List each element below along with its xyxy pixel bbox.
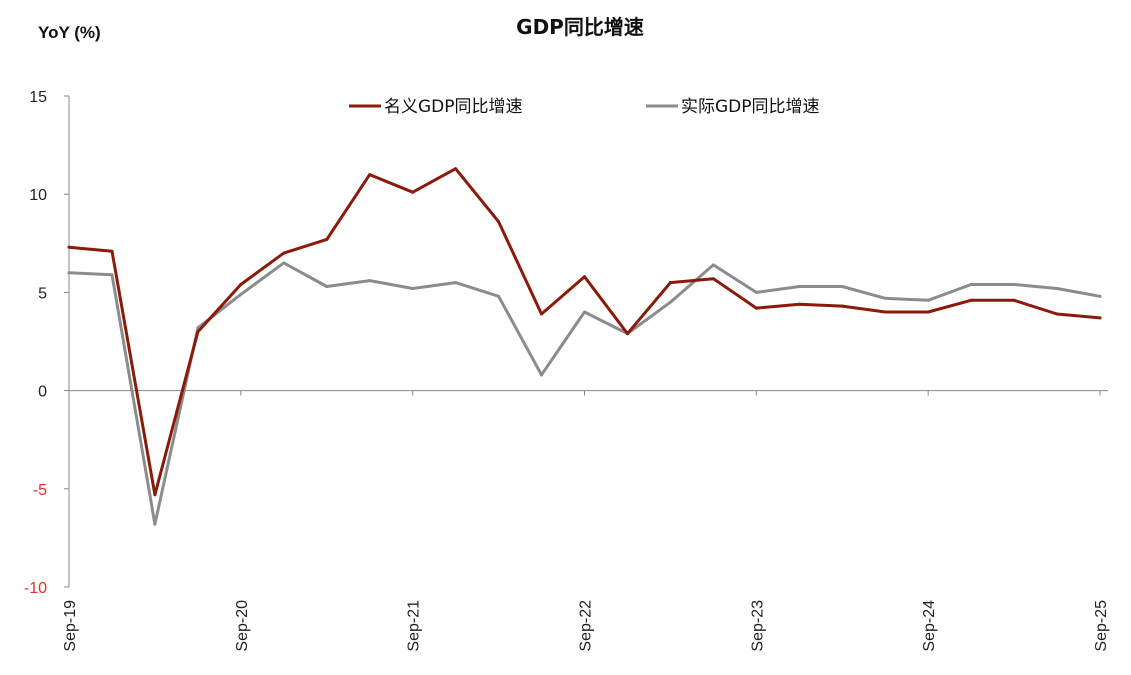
data-point — [67, 271, 71, 275]
series-line-nominal-gdp — [67, 167, 1102, 497]
data-point — [239, 283, 243, 286]
x-tick-label: Sep-21 — [406, 600, 423, 652]
data-point — [540, 312, 543, 316]
data-point — [754, 306, 758, 310]
data-point — [239, 292, 243, 296]
data-point — [110, 273, 114, 277]
data-point — [926, 310, 930, 314]
data-point — [840, 304, 844, 308]
x-tick-label: Sep-25 — [1093, 600, 1110, 652]
x-tick-label: Sep-24 — [921, 600, 938, 652]
data-point — [325, 237, 329, 241]
data-point — [196, 330, 200, 334]
data-point — [411, 190, 415, 194]
x-axis: Sep-19 Sep-20 Sep-21 Sep-22 Sep-23 Sep-24 Sep-… — [62, 390, 1110, 652]
y-tick-label: 0 — [38, 384, 47, 401]
data-point — [325, 285, 329, 288]
data-point — [711, 263, 715, 267]
y-axis-unit-label: YoY (%) — [38, 23, 101, 42]
data-point — [668, 281, 672, 285]
x-tick-label: Sep-20 — [234, 600, 251, 652]
data-point — [282, 251, 286, 255]
y-tick-label: 10 — [29, 187, 47, 204]
data-point — [969, 298, 973, 302]
data-point — [540, 373, 543, 377]
y-axis: 15 10 5 0 -5 -10 — [24, 89, 70, 597]
data-point — [797, 285, 801, 288]
data-point — [583, 310, 586, 314]
data-point — [497, 220, 501, 224]
data-point — [583, 275, 586, 279]
data-point — [368, 279, 372, 283]
data-point — [1055, 312, 1059, 316]
data-point — [668, 300, 672, 304]
data-point — [196, 326, 200, 330]
data-point — [883, 296, 887, 300]
data-point — [1012, 298, 1016, 302]
data-point — [883, 310, 887, 314]
y-tick-label: -10 — [24, 580, 47, 597]
x-tick-label: Sep-23 — [749, 600, 766, 652]
data-point — [711, 277, 715, 281]
legend: 名义GDP同比增速 实际GDP同比增速 — [349, 97, 820, 117]
legend-label: 实际GDP同比增速 — [681, 97, 820, 117]
data-point — [110, 249, 114, 253]
data-point — [969, 283, 973, 286]
series-group — [67, 167, 1102, 526]
y-tick-label: -5 — [33, 482, 47, 499]
data-point — [1055, 287, 1059, 290]
data-point — [282, 261, 286, 265]
data-point — [1098, 316, 1102, 320]
chart-title: GDP同比增速 — [516, 15, 644, 39]
data-point — [1098, 294, 1102, 298]
y-tick-label: 15 — [29, 89, 47, 106]
x-tick-label: Sep-19 — [62, 600, 79, 652]
legend-label: 名义GDP同比增速 — [384, 97, 523, 117]
data-point — [754, 290, 758, 294]
data-point — [840, 285, 844, 288]
data-point — [497, 294, 501, 298]
data-point — [797, 302, 801, 306]
data-point — [67, 245, 71, 249]
data-point — [454, 281, 458, 285]
x-tick-label: Sep-22 — [578, 600, 595, 652]
data-point — [153, 493, 157, 497]
data-point — [153, 522, 157, 526]
data-point — [926, 298, 930, 302]
data-point — [626, 332, 629, 336]
data-point — [454, 167, 458, 171]
data-point — [411, 287, 415, 290]
data-point — [1012, 283, 1016, 286]
y-tick-label: 5 — [38, 285, 47, 302]
data-point — [368, 173, 372, 177]
